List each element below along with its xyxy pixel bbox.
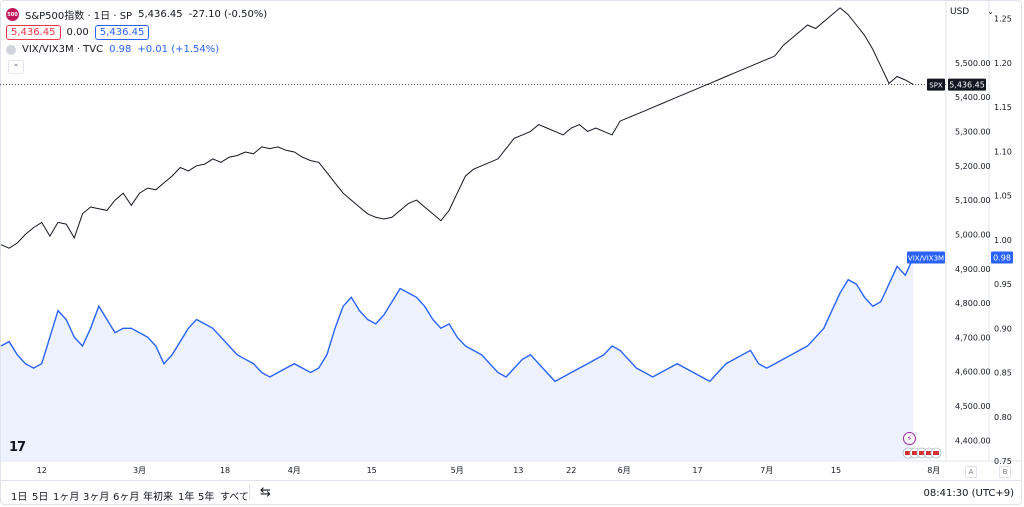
x-tick-label: 7月: [760, 466, 773, 475]
timeframe-all[interactable]: すべて: [220, 492, 249, 503]
left-tick-label: 5,000.00: [955, 230, 991, 239]
left-tick-label: 4,600.00: [955, 368, 991, 377]
left-tick-label: 5,200.00: [955, 162, 991, 171]
x-tick-label: 13: [513, 466, 523, 475]
scale-button-a[interactable]: A: [965, 466, 977, 478]
timeframe-5y[interactable]: 5年: [198, 492, 215, 503]
x-tick-label: 18: [220, 466, 230, 475]
secondary-value: 0.98: [109, 44, 132, 55]
buy-button[interactable]: 5,436.45: [94, 25, 150, 40]
timeframe-6m[interactable]: 6ヶ月: [113, 492, 140, 503]
secondary-legend: VIX/VIX3M · TVC 0.98 +0.01 (+1.54%): [6, 44, 219, 55]
us-flag-stripe: [905, 451, 911, 455]
spread-value: 0.00: [66, 27, 89, 38]
clock-time[interactable]: 08:41:30 (UTC+9): [923, 488, 1014, 499]
timeframe-1m[interactable]: 1ヶ月: [53, 492, 80, 503]
secondary-change: +0.01 (+1.54%): [137, 44, 220, 55]
spx-value-tag: [948, 78, 986, 91]
us-flag-stripe: [926, 451, 932, 455]
us-flag-stripe: [919, 451, 925, 455]
left-tick-label: 4,500.00: [955, 402, 991, 411]
currency-selector[interactable]: USD ⌄: [950, 7, 994, 17]
right-tick-label: 0.75: [994, 457, 1012, 466]
right-tick-label: 0.80: [994, 413, 1012, 422]
x-tick-label: 6月: [618, 466, 631, 475]
right-tick-label: 1.10: [994, 147, 1012, 156]
spx-value-label: 5,436.45: [949, 81, 985, 90]
timeframe-3m[interactable]: 3ヶ月: [83, 492, 110, 503]
left-tick-label: 4,900.00: [955, 265, 991, 274]
main-price: 5,436.45: [138, 9, 183, 20]
chevron-down-icon: ⌄: [987, 7, 994, 16]
us-flag-stripe: [933, 451, 939, 455]
ratio-area-fill: [1, 257, 914, 461]
ratio-name-tag: [907, 251, 945, 264]
right-tick-label: 1.15: [994, 103, 1012, 112]
us-flag-stripe: [912, 451, 918, 455]
scale-button-b[interactable]: B: [999, 466, 1011, 478]
main-legend: 500 S&P500指数 · 1日 · SP 5,436.45 -27.10 (…: [6, 7, 267, 22]
toolbar-divider: [249, 484, 250, 500]
timeframe-1d[interactable]: 1日: [11, 492, 28, 503]
left-tick-label: 5,100.00: [955, 196, 991, 205]
timeframe-1y[interactable]: 1年: [178, 492, 195, 503]
x-tick-label: 3月: [133, 466, 146, 475]
spx-logo: 500: [6, 8, 19, 21]
x-tick-label: 17: [692, 466, 702, 475]
right-tick-label: 0.90: [994, 324, 1012, 333]
right-tick-label: 1.05: [994, 192, 1012, 201]
x-tick-label: 8月: [927, 466, 940, 475]
spx-name-tag: [927, 78, 945, 91]
left-tick-label: 4,700.00: [955, 333, 991, 342]
x-tick-label: 15: [831, 466, 841, 475]
main-symbol[interactable]: S&P500指数 · 1日 · SP: [25, 11, 133, 22]
calendar-range-icon[interactable]: ⇆: [260, 485, 271, 500]
lightning-icon[interactable]: ⚡: [903, 432, 916, 445]
ratio-name-label: VIX/VIX3M: [908, 255, 944, 263]
timeframe-ytd[interactable]: 年初来: [143, 492, 173, 503]
secondary-symbol[interactable]: VIX/VIX3M · TVC: [22, 44, 104, 55]
x-tick-label: 4月: [288, 466, 301, 475]
right-tick-label: 1.00: [994, 236, 1012, 245]
chart-canvas[interactable]: 4,400.00 4,500.00 4,600.00 4,700.00 4,800.00…: [0, 0, 1022, 480]
main-change: -27.10 (-0.50%): [188, 9, 268, 20]
tradingview-logo: 17: [9, 440, 26, 455]
ratio-value-tag: [991, 251, 1013, 264]
timeframe-5d[interactable]: 5日: [32, 492, 49, 503]
left-tick-label: 4,400.00: [955, 436, 991, 445]
left-tick-label: 5,400.00: [955, 93, 991, 102]
spx-name-label: SPX: [929, 82, 943, 90]
currency-label: USD: [950, 7, 970, 17]
chevron-up-icon[interactable]: ⌃: [8, 60, 24, 74]
sell-button[interactable]: 5,436.45: [6, 25, 61, 40]
ratio-value-label: 0.98: [993, 254, 1011, 263]
x-tick-label: 5月: [451, 466, 464, 475]
trade-legend: 5,436.45 0.00 5,436.45: [6, 25, 150, 40]
x-tick-label: 12: [37, 466, 47, 475]
right-tick-label: 1.25: [994, 15, 1012, 24]
left-tick-label: 5,300.00: [955, 127, 991, 136]
left-tick-label: 5,500.00: [955, 59, 991, 68]
x-tick-label: 15: [367, 466, 377, 475]
spx-series-line: [0, 7, 914, 249]
bottom-toolbar: 1日 5日 1ヶ月 3ヶ月 6ヶ月 年初来 1年 5年 すべて ⇆ 08:41:…: [0, 480, 1022, 506]
right-tick-label: 0.85: [994, 369, 1012, 378]
right-tick-label: 1.20: [994, 59, 1012, 68]
left-tick-label: 4,800.00: [955, 299, 991, 308]
x-tick-label: 22: [566, 466, 576, 475]
ratio-series-line: [0, 257, 915, 383]
right-tick-label: 0.95: [994, 280, 1012, 289]
ratio-logo: [6, 44, 16, 55]
